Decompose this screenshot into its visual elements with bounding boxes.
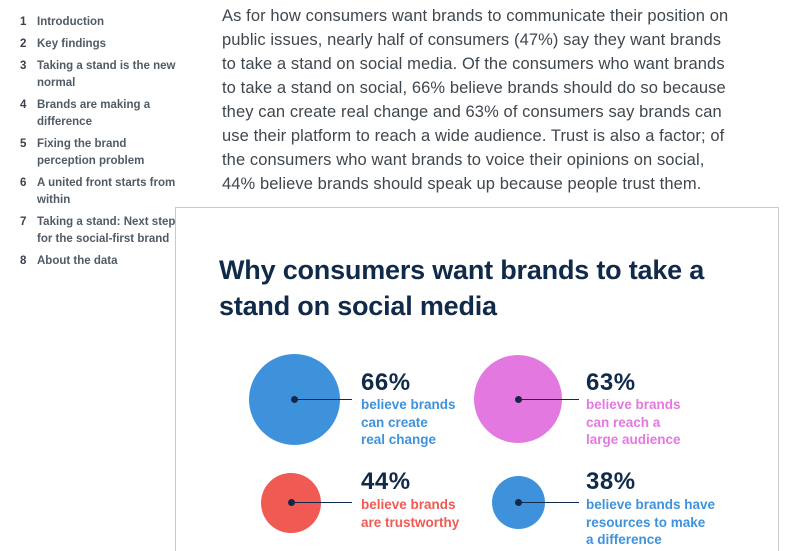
toc-number: 5 <box>20 138 27 150</box>
toc-item-about-the-data[interactable]: 8 About the data <box>20 253 190 270</box>
toc-item-brand-perception[interactable]: 5 Fixing the brand perception problem <box>20 136 190 170</box>
bubble-connector-line <box>518 398 579 400</box>
toc-label: About the data <box>37 255 118 267</box>
toc-number: 7 <box>20 216 27 228</box>
toc-item-introduction[interactable]: 1 Introduction <box>20 14 190 31</box>
toc-number: 1 <box>20 16 27 28</box>
chart-title: Why consumers want brands to take a stan… <box>219 255 705 321</box>
toc-label: Introduction <box>37 16 105 28</box>
bubble-value: 38% <box>586 468 636 495</box>
bubble-description: believe brands can reach a large audienc… <box>586 397 681 447</box>
toc-number: 3 <box>20 60 27 72</box>
toc-item-next-steps[interactable]: 7 Taking a stand: Next steps for the soc… <box>20 214 190 248</box>
toc-label: Taking a stand is the new normal <box>37 60 176 89</box>
toc-number: 8 <box>20 255 27 267</box>
bubble-center-dot <box>288 499 295 506</box>
table-of-contents: 1 Introduction 2 Key findings 3 Taking a… <box>20 14 190 275</box>
toc-label: Brands are making a difference <box>37 99 151 128</box>
toc-item-brands-difference[interactable]: 4 Brands are making a difference <box>20 97 190 131</box>
toc-number: 2 <box>20 38 27 50</box>
toc-number: 4 <box>20 99 27 111</box>
bubble-connector-line <box>292 501 352 503</box>
bubble-connector-line <box>295 398 352 400</box>
bubble-value: 44% <box>361 468 411 495</box>
bubble-description: believe brands are trustworthy <box>361 497 460 530</box>
bubble-center-dot <box>291 396 298 403</box>
toc-label: Fixing the brand perception problem <box>37 138 145 167</box>
bubble-description: believe brands can create real change <box>361 397 456 447</box>
bubble-value: 66% <box>361 369 411 396</box>
toc-label: Key findings <box>37 38 107 50</box>
chart-card: Why consumers want brands to take a stan… <box>175 207 779 551</box>
bubble-description: believe brands have resources to make a … <box>586 497 716 547</box>
bubble-connector-line <box>518 501 579 503</box>
toc-number: 6 <box>20 177 27 189</box>
toc-item-taking-a-stand[interactable]: 3 Taking a stand is the new normal <box>20 58 190 92</box>
toc-item-key-findings[interactable]: 2 Key findings <box>20 36 190 53</box>
toc-item-united-front[interactable]: 6 A united front starts from within <box>20 175 190 209</box>
toc-label: A united front starts from within <box>37 177 176 206</box>
bubble-value: 63% <box>586 369 636 396</box>
intro-paragraph: As for how consumers want brands to comm… <box>222 7 729 193</box>
toc-label: Taking a stand: Next steps for the socia… <box>37 216 182 245</box>
